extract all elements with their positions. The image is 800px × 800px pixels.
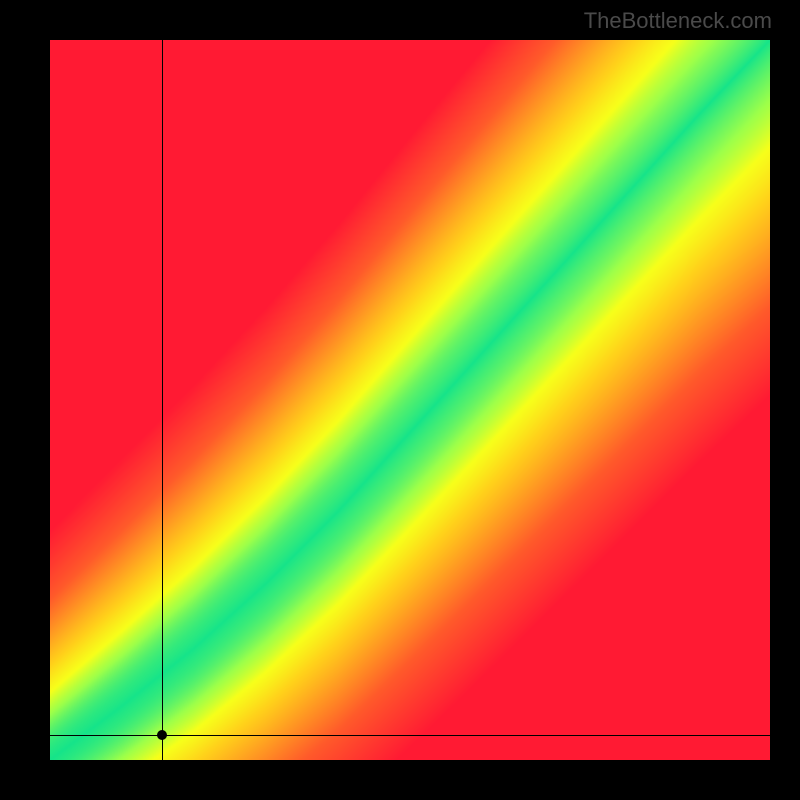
crosshair-vertical — [162, 40, 163, 760]
crosshair-marker — [157, 730, 167, 740]
heatmap-canvas — [50, 40, 770, 760]
watermark-text: TheBottleneck.com — [584, 8, 772, 34]
heatmap-plot — [50, 40, 770, 760]
